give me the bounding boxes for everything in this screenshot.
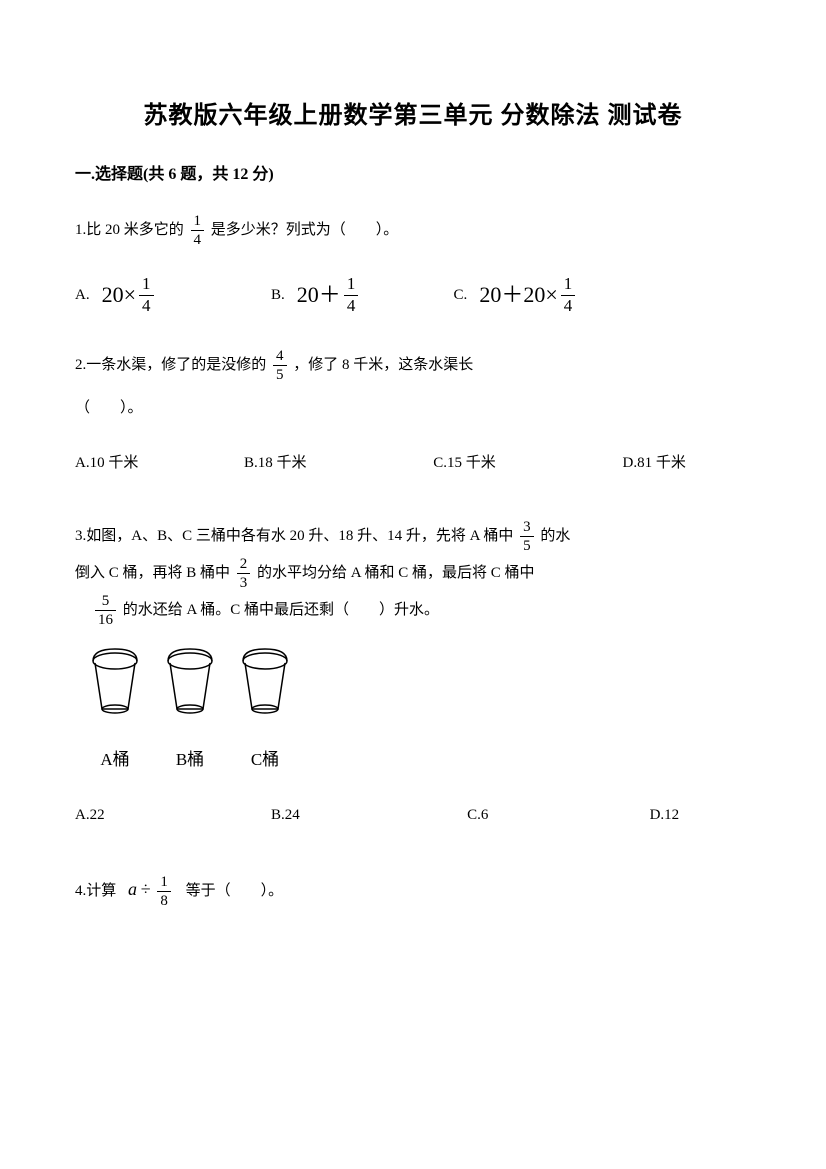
q1-optB-fraction: 1 4 [344,274,359,316]
q3-line2: 倒入 C 桶，再将 B 桶中 2 3 的水平均分给 A 桶和 C 桶，最后将 C… [75,555,751,592]
q2-option-d: D.81 千米 [623,447,751,480]
question-4: 4.计算 a ÷ 1 8 等于（ ）。 [75,870,751,910]
section-header: 一.选择题(共 6 题，共 12 分) [75,160,751,184]
q1-optB-frac-den: 4 [344,296,359,316]
q1-optB-num1: 20 [297,271,319,319]
q1-prefix: 1.比 20 米多它的 [75,222,184,238]
q4-suffix: 等于（ ）。 [186,883,284,899]
q3-frac3-num: 5 [95,592,116,611]
q1-text: 1.比 20 米多它的 1 4 是多少米？列式为（ ）。 [75,212,751,249]
q1-optC-num2: 20 [523,271,545,319]
q1-option-a: A. 20 × 1 4 [75,271,271,319]
q1-optC-op1: ＋ [501,271,523,319]
question-3: 3.如图，A、B、C 三桶中各有水 20 升、18 升、14 升，先将 A 桶中… [75,518,751,831]
q1-frac-num: 1 [191,212,205,231]
q2-frac-num: 4 [273,347,287,366]
bucket-b: B桶 [160,647,220,778]
q2-option-a: A.10 千米 [75,447,244,480]
q2-suffix: （ ）。 [75,392,751,425]
q2-fraction: 4 5 [273,347,287,384]
page-title: 苏教版六年级上册数学第三单元 分数除法 测试卷 [75,95,751,130]
q3-line3: 5 16 的水还给 A 桶。C 桶中最后还剩（ ）升水。 [75,592,751,629]
q1-option-c: C. 20 ＋ 20 × 1 4 [454,271,623,319]
q4-text: 4.计算 a ÷ 1 8 等于（ ）。 [75,870,751,910]
q1-suffix: 是多少米？列式为（ ）。 [211,222,399,238]
q1-frac-den: 4 [191,231,205,249]
q1-optB-label: B. [271,279,285,312]
q3-options: A.22 B.24 C.6 D.12 [75,799,751,832]
q3-frac1-den: 5 [520,537,534,555]
q4-fraction: 1 8 [157,873,171,910]
bucket-icon [160,647,220,722]
q2-options: A.10 千米 B.18 千米 C.15 千米 D.81 千米 [75,447,751,480]
q4-frac-den: 8 [157,892,171,910]
q1-optA-frac-den: 4 [139,296,154,316]
bucket-c: C桶 [235,647,295,778]
q1-options: A. 20 × 1 4 B. 20 ＋ 1 4 C. 20 ＋ 20 × 1 [75,271,751,319]
q1-optA-fraction: 1 4 [139,274,154,316]
question-1: 1.比 20 米多它的 1 4 是多少米？列式为（ ）。 A. 20 × 1 4… [75,212,751,319]
q4-prefix: 4.计算 [75,883,116,899]
q1-optC-fraction: 1 4 [561,274,576,316]
q3-fraction-3: 5 16 [95,592,116,629]
q3-frac2-num: 2 [237,555,251,574]
q4-frac-num: 1 [157,873,171,892]
bucket-c-label: C桶 [235,741,295,778]
q3-line3-suffix: 的水还给 A 桶。C 桶中最后还剩（ ）升水。 [123,602,439,618]
q3-fraction-1: 3 5 [520,518,534,555]
q1-fraction: 1 4 [191,212,205,249]
q2-frac-den: 5 [273,366,287,384]
q2-mid: ，修了 8 千米，这条水渠长 [293,357,473,373]
q4-op: ÷ [141,879,151,899]
q3-fraction-2: 2 3 [237,555,251,592]
bucket-icon [235,647,295,722]
q4-var: a [128,879,137,899]
q1-option-b: B. 20 ＋ 1 4 [271,271,454,319]
q3-option-d: D.12 [650,799,751,832]
q1-optA-label: A. [75,279,90,312]
q1-optC-frac-den: 4 [561,296,576,316]
q3-line2-suffix: 的水平均分给 A 桶和 C 桶，最后将 C 桶中 [257,565,535,581]
q1-optB-op: ＋ [319,271,341,319]
question-2: 2.一条水渠，修了的是没修的 4 5 ，修了 8 千米，这条水渠长 （ ）。 A… [75,347,751,480]
q3-option-c: C.6 [467,799,650,832]
q1-optC-op2: × [545,271,557,319]
q3-line1-prefix: 3.如图，A、B、C 三桶中各有水 20 升、18 升、14 升，先将 A 桶中 [75,528,513,544]
q3-frac1-num: 3 [520,518,534,537]
q3-frac3-den: 16 [95,611,116,629]
q1-optA-num1: 20 [102,271,124,319]
q3-line2-prefix: 倒入 C 桶，再将 B 桶中 [75,565,230,581]
q2-option-b: B.18 千米 [244,447,433,480]
q1-optC-num1: 20 [479,271,501,319]
q3-buckets: A桶 B桶 C桶 [85,647,751,778]
q3-line1: 3.如图，A、B、C 三桶中各有水 20 升、18 升、14 升，先将 A 桶中… [75,518,751,555]
bucket-a: A桶 [85,647,145,778]
q1-optB-frac-num: 1 [344,274,359,295]
q3-option-b: B.24 [271,799,467,832]
q1-optC-frac-num: 1 [561,274,576,295]
bucket-a-label: A桶 [85,741,145,778]
q2-option-c: C.15 千米 [433,447,622,480]
bucket-icon [85,647,145,722]
q2-text: 2.一条水渠，修了的是没修的 4 5 ，修了 8 千米，这条水渠长 （ ）。 [75,347,751,425]
q3-frac2-den: 3 [237,574,251,592]
q3-option-a: A.22 [75,799,271,832]
q1-optA-op: × [124,271,136,319]
q1-optA-frac-num: 1 [139,274,154,295]
bucket-b-label: B桶 [160,741,220,778]
q2-prefix: 2.一条水渠，修了的是没修的 [75,357,266,373]
q1-optC-label: C. [454,279,468,312]
q3-line1-suffix: 的水 [540,528,570,544]
